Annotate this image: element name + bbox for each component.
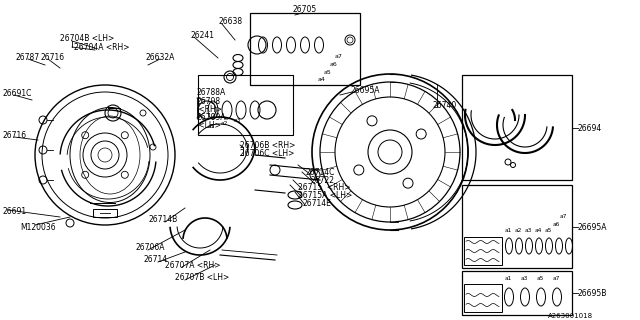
Text: 26715  <RH>: 26715 <RH> xyxy=(298,182,351,191)
Text: 26695B: 26695B xyxy=(578,289,607,298)
Text: 26638: 26638 xyxy=(218,17,242,26)
Text: a2: a2 xyxy=(221,121,228,125)
Text: 26716: 26716 xyxy=(40,52,64,61)
Text: a6: a6 xyxy=(553,221,560,227)
Text: 26694: 26694 xyxy=(578,124,602,132)
Text: <RH>: <RH> xyxy=(196,105,222,114)
Text: a4: a4 xyxy=(535,228,542,234)
Text: 26714E: 26714E xyxy=(302,198,331,207)
Text: a1: a1 xyxy=(505,228,512,234)
Text: a5: a5 xyxy=(545,228,552,234)
Text: 26706A: 26706A xyxy=(135,244,164,252)
Text: a3: a3 xyxy=(234,117,241,123)
Text: 26714C: 26714C xyxy=(305,167,334,177)
Text: 26788A: 26788A xyxy=(196,87,225,97)
Text: 26707B <LH>: 26707B <LH> xyxy=(175,274,229,283)
Text: 26704A <RH>: 26704A <RH> xyxy=(74,43,129,52)
Text: 26691C: 26691C xyxy=(2,89,31,98)
Text: 26740: 26740 xyxy=(432,100,456,109)
Text: 26632A: 26632A xyxy=(145,52,174,61)
Text: a4: a4 xyxy=(318,76,326,82)
Text: 26706C <LH>: 26706C <LH> xyxy=(240,148,294,157)
Text: A263001018: A263001018 xyxy=(548,313,593,319)
Text: 26241: 26241 xyxy=(190,30,214,39)
Text: <LH>: <LH> xyxy=(196,121,221,130)
Text: 26716: 26716 xyxy=(2,131,26,140)
Text: 26715A <LH>: 26715A <LH> xyxy=(298,190,352,199)
Text: a7: a7 xyxy=(560,214,568,220)
Text: 26709A: 26709A xyxy=(196,113,225,122)
Text: a7: a7 xyxy=(335,53,343,59)
Text: 26714B: 26714B xyxy=(148,215,177,225)
Text: a1: a1 xyxy=(505,276,512,282)
Bar xyxy=(462,271,572,315)
Bar xyxy=(462,75,572,180)
Text: a5: a5 xyxy=(324,69,332,75)
Text: a3: a3 xyxy=(521,276,529,282)
Text: 26787: 26787 xyxy=(15,52,39,61)
Text: 26707A <RH>: 26707A <RH> xyxy=(165,260,221,269)
Bar xyxy=(464,237,502,265)
Text: a2: a2 xyxy=(515,228,522,234)
Bar xyxy=(198,75,293,135)
Circle shape xyxy=(335,97,445,207)
Text: 26722: 26722 xyxy=(310,175,334,185)
Text: a5: a5 xyxy=(537,276,545,282)
Text: M120036: M120036 xyxy=(20,222,56,231)
Bar xyxy=(464,284,502,312)
Text: a3: a3 xyxy=(525,228,532,234)
Text: 26714: 26714 xyxy=(143,255,167,265)
Text: a6: a6 xyxy=(330,61,338,67)
Text: 26695A: 26695A xyxy=(350,85,380,94)
Text: a7: a7 xyxy=(553,276,561,282)
Bar xyxy=(250,13,360,85)
Text: 26706B <RH>: 26706B <RH> xyxy=(240,140,296,149)
Text: 26708: 26708 xyxy=(196,97,220,106)
Text: a1: a1 xyxy=(208,124,215,129)
Text: 26704B <LH>: 26704B <LH> xyxy=(60,34,115,43)
Bar xyxy=(93,209,117,217)
Text: 26705: 26705 xyxy=(292,4,316,13)
Text: 26695A: 26695A xyxy=(578,222,607,231)
Text: 26691: 26691 xyxy=(2,207,26,217)
Bar xyxy=(462,185,572,268)
